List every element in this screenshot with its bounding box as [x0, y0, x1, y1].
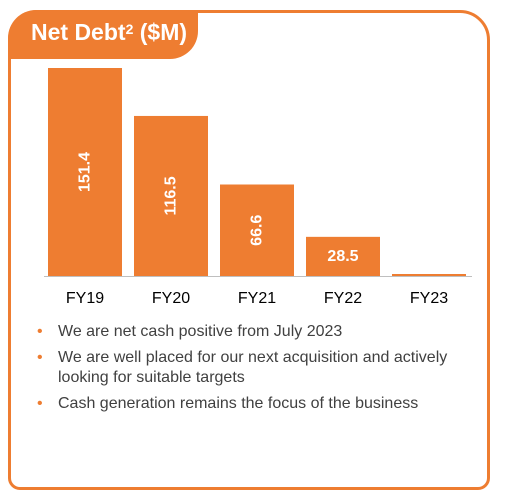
- bullet-item: • We are well placed for our next acquisi…: [37, 349, 448, 386]
- bar-fy19: [48, 68, 122, 276]
- x-tick-label-fy22: FY22: [324, 290, 362, 307]
- data-label-fy21: 66.6: [249, 215, 266, 246]
- x-tick-label-fy23: FY23: [410, 290, 448, 307]
- bullet-list: • We are net cash positive from July 2023…: [37, 322, 477, 420]
- data-label-fy19: 151.4: [77, 152, 94, 192]
- net-debt-card: [8, 10, 490, 490]
- x-tick-label-fy20: FY20: [152, 290, 190, 307]
- x-tick-label-fy21: FY21: [238, 290, 276, 307]
- bar-fy21: [220, 184, 294, 276]
- bar-fy20: [134, 115, 208, 276]
- bullet-item: • Cash generation remains the focus of th…: [37, 395, 419, 412]
- title-tab: [8, 10, 198, 59]
- bullet-dot-icon: •: [37, 349, 43, 366]
- bullet-item: • We are net cash positive from July 2023: [37, 323, 343, 340]
- data-label-fy20: 116.5: [163, 176, 180, 215]
- bar-fy23: [392, 274, 466, 276]
- bullet-dot-icon: •: [37, 323, 43, 340]
- bar-fy22: [306, 236, 380, 276]
- bullet-dot-icon: •: [37, 395, 43, 412]
- chart-title: Net Debt2 ($M): [31, 19, 188, 45]
- bar-chart: 151.4 FY19 116.5 FY20 66.6 FY21 28.5 FY22 FY23: [44, 68, 472, 307]
- x-tick-label-fy19: FY19: [66, 290, 104, 307]
- data-label-fy22: 28.5: [327, 248, 358, 265]
